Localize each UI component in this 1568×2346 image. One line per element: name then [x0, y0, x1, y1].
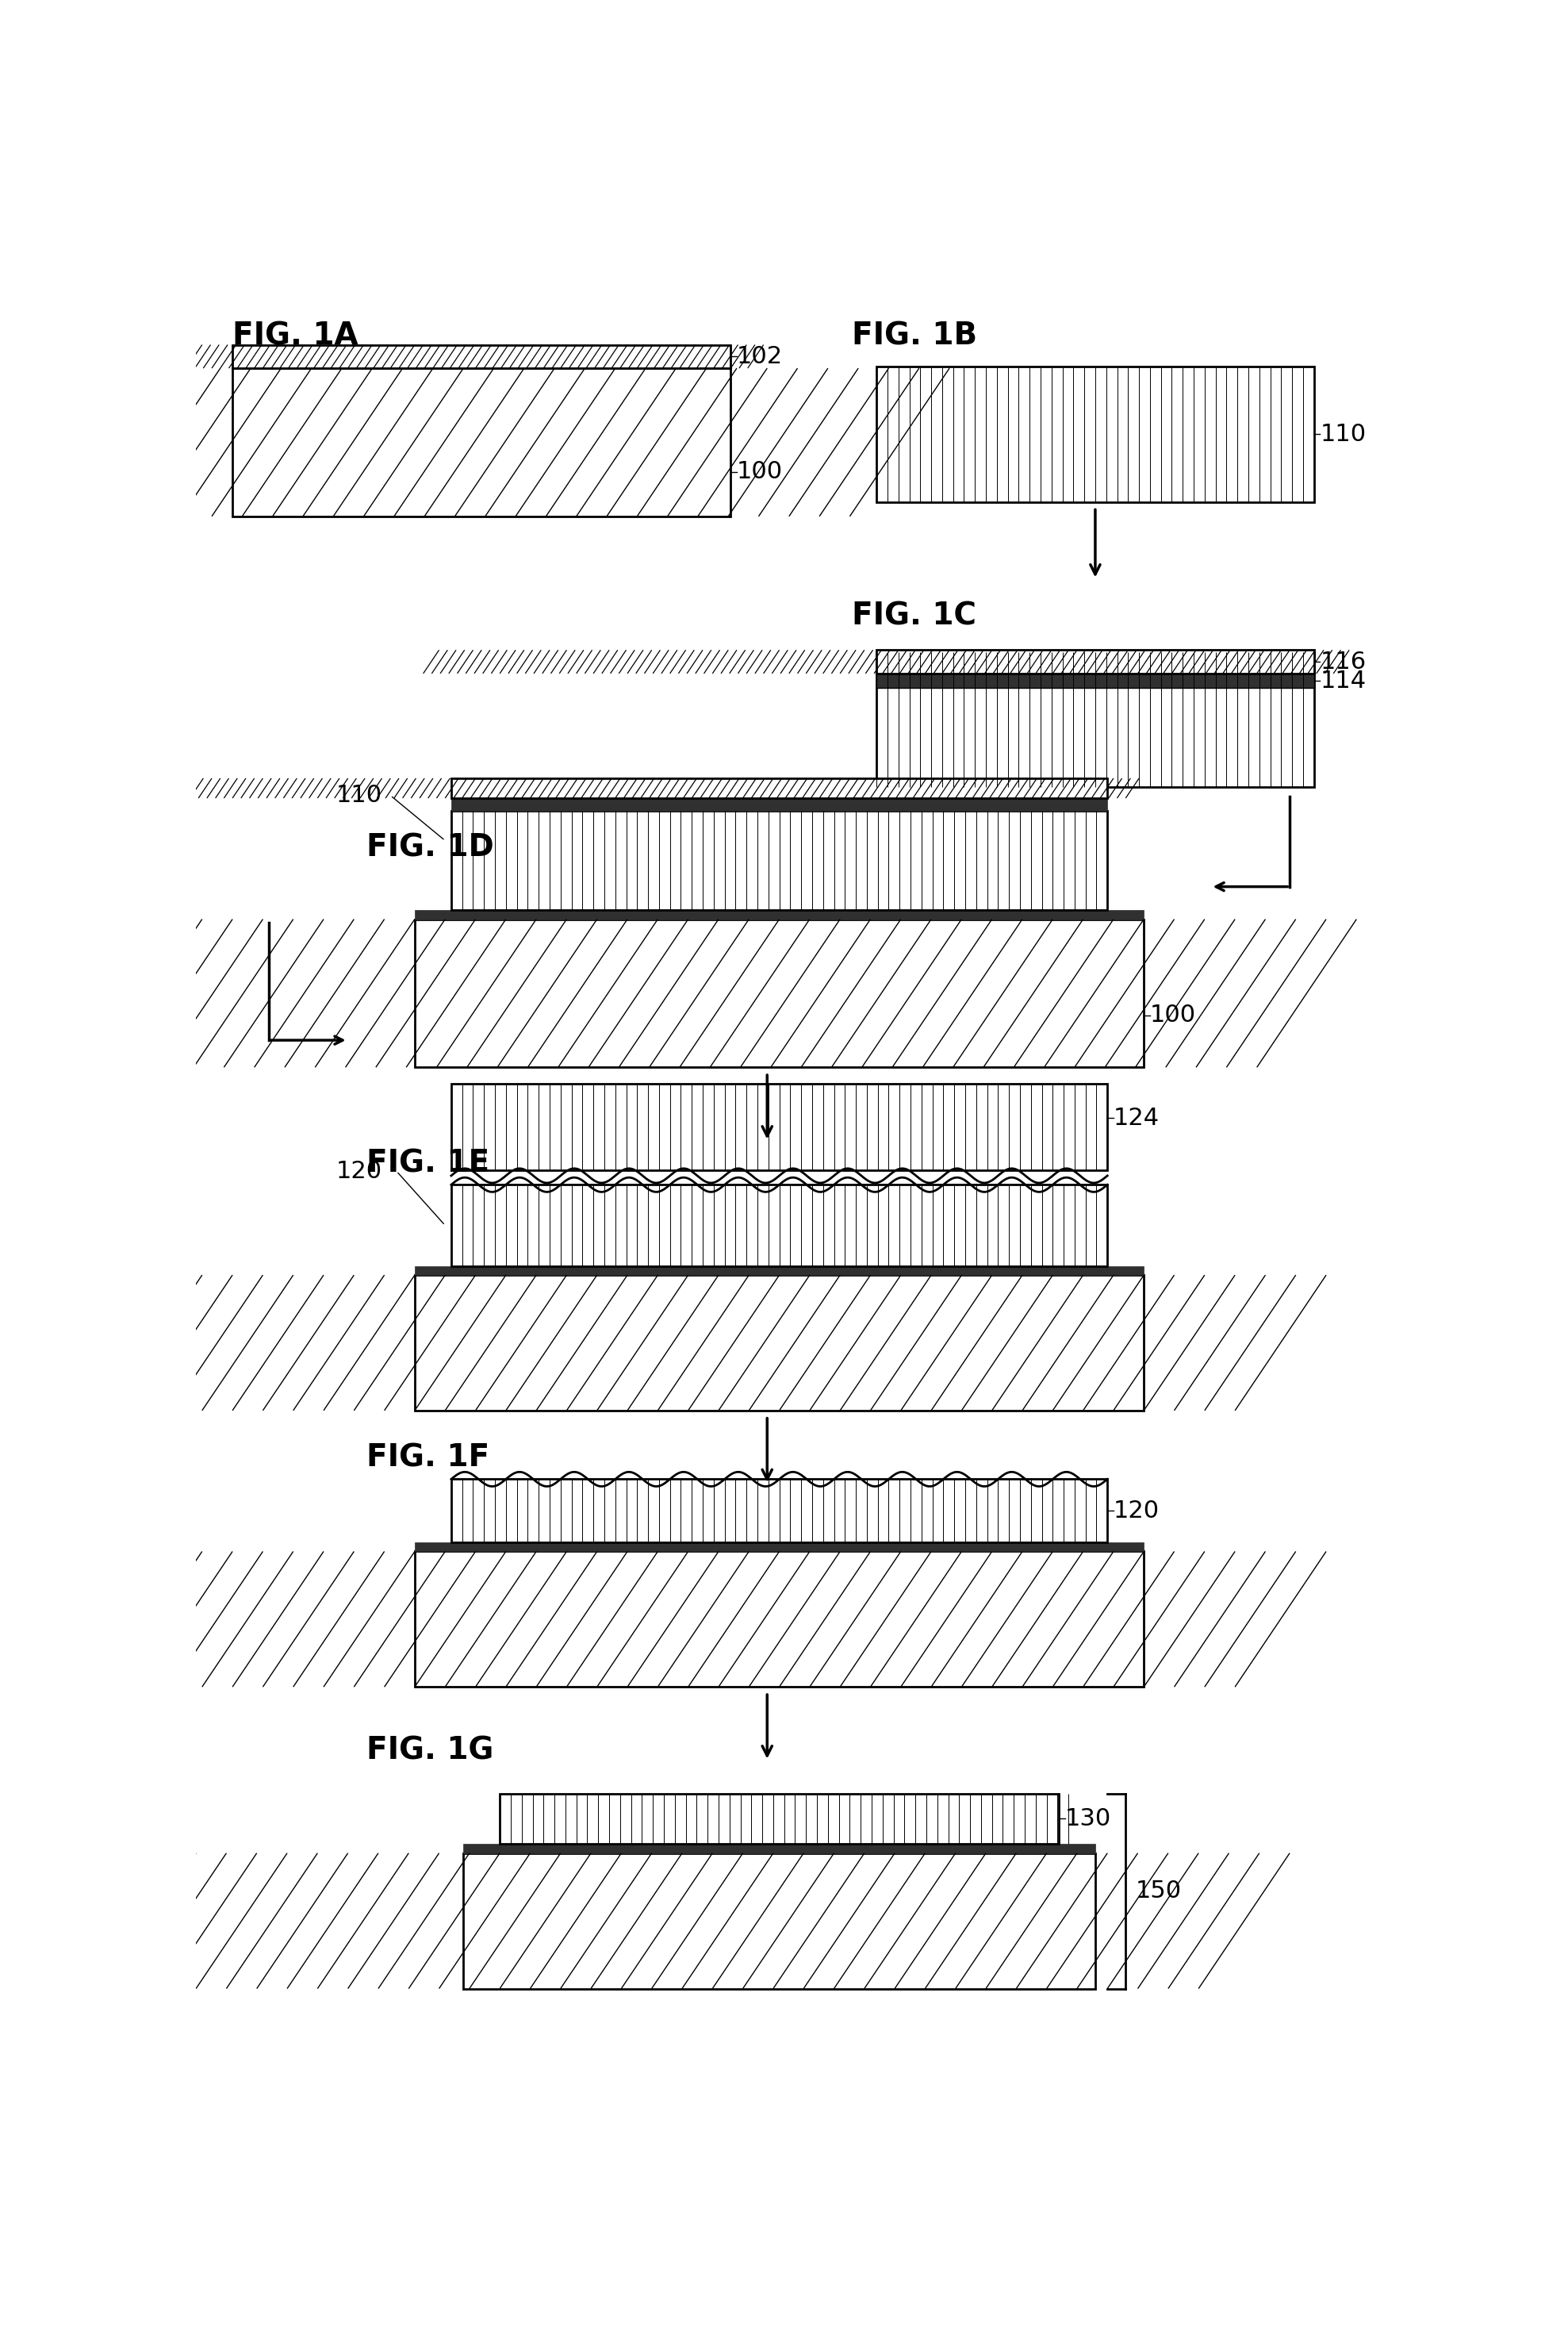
Text: 100: 100: [1149, 1004, 1196, 1028]
Bar: [877, 366, 1314, 502]
Text: FIG. 1C: FIG. 1C: [853, 601, 977, 631]
Bar: [414, 1267, 1145, 1276]
Bar: [877, 366, 1314, 502]
Text: 100: 100: [737, 460, 782, 483]
Bar: [414, 1551, 1145, 1687]
Bar: [464, 1853, 1094, 1989]
Bar: [414, 1541, 1145, 1551]
Text: 110: 110: [1320, 422, 1366, 446]
Bar: [232, 368, 731, 516]
Bar: [877, 650, 1314, 673]
Text: 120: 120: [1113, 1499, 1160, 1523]
Bar: [414, 1551, 1145, 1687]
Text: 114: 114: [1320, 669, 1366, 692]
Bar: [452, 779, 1107, 798]
Bar: [452, 1084, 1107, 1171]
Bar: [464, 1853, 1094, 1989]
Text: FIG. 1G: FIG. 1G: [367, 1736, 494, 1767]
Text: 120: 120: [336, 1159, 383, 1182]
Bar: [877, 650, 1314, 673]
Bar: [500, 1792, 1058, 1844]
Bar: [414, 920, 1145, 1067]
Bar: [500, 1792, 1058, 1844]
Bar: [452, 1084, 1107, 1171]
Text: FIG. 1F: FIG. 1F: [367, 1443, 489, 1473]
Text: 102: 102: [737, 345, 782, 368]
Bar: [877, 673, 1314, 687]
Bar: [414, 910, 1145, 920]
Text: 130: 130: [1065, 1806, 1112, 1830]
Bar: [452, 1480, 1107, 1541]
Text: 110: 110: [336, 784, 383, 807]
Bar: [877, 652, 1314, 788]
Bar: [452, 812, 1107, 910]
Bar: [232, 345, 731, 368]
Bar: [414, 920, 1145, 1067]
Bar: [452, 1185, 1107, 1267]
Bar: [464, 1844, 1094, 1853]
Bar: [452, 1480, 1107, 1541]
Text: FIG. 1B: FIG. 1B: [853, 321, 977, 352]
Bar: [414, 1276, 1145, 1410]
Text: 116: 116: [1320, 650, 1366, 673]
Text: FIG. 1D: FIG. 1D: [367, 833, 494, 863]
Bar: [452, 779, 1107, 798]
Text: FIG. 1A: FIG. 1A: [232, 321, 358, 352]
Bar: [452, 1185, 1107, 1267]
Bar: [452, 798, 1107, 812]
Text: FIG. 1E: FIG. 1E: [367, 1150, 489, 1178]
Text: 150: 150: [1135, 1879, 1181, 1903]
Bar: [877, 652, 1314, 788]
Bar: [232, 345, 731, 368]
Text: 124: 124: [1113, 1107, 1160, 1131]
Bar: [232, 368, 731, 516]
Bar: [452, 812, 1107, 910]
Bar: [414, 1276, 1145, 1410]
